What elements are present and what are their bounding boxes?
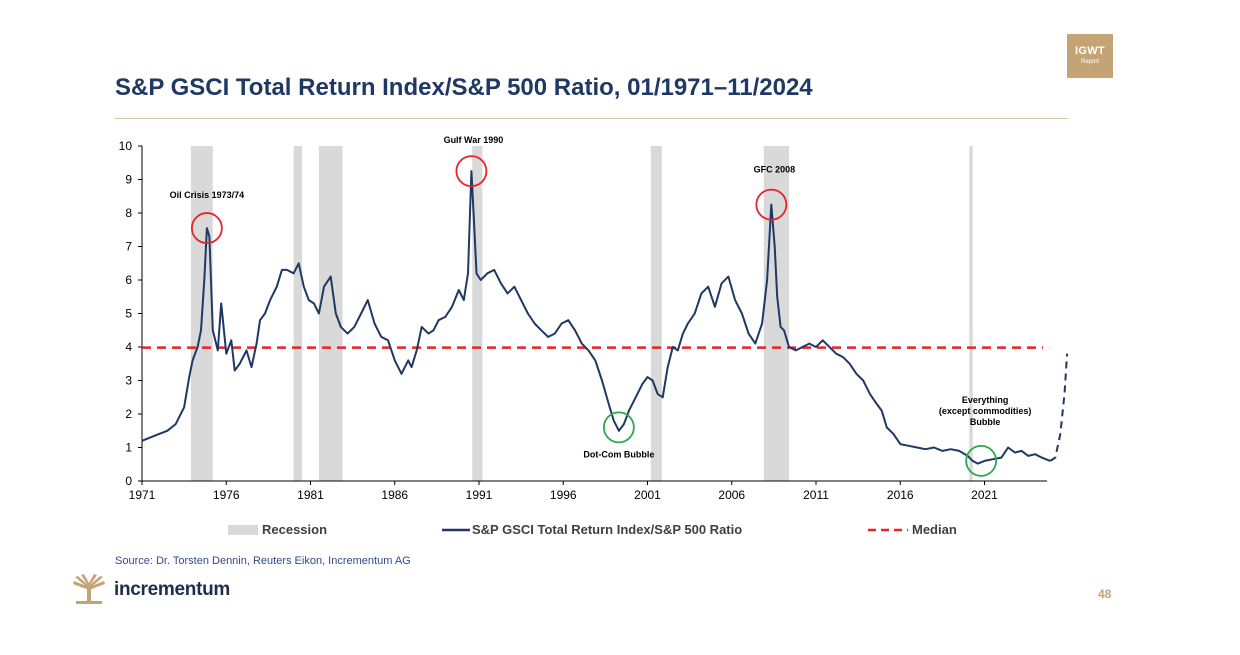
y-tick-label-7: 7 bbox=[125, 240, 132, 254]
recession-band-1 bbox=[293, 146, 303, 481]
x-tick-label-2021: 2021 bbox=[971, 488, 998, 502]
y-tick-label-8: 8 bbox=[125, 206, 132, 220]
x-tick-label-1976: 1976 bbox=[213, 488, 240, 502]
y-tick-label-2: 2 bbox=[125, 407, 132, 421]
page-number: 48 bbox=[1098, 587, 1112, 601]
y-tick-label-6: 6 bbox=[125, 273, 132, 287]
recession-band-3 bbox=[472, 146, 483, 481]
annotation-label-4-line-0: Everything bbox=[962, 395, 1009, 405]
annotation-label-0: Oil Crisis 1973/74 bbox=[170, 190, 245, 200]
y-tick-label-10: 10 bbox=[119, 139, 133, 153]
ratio-series-line bbox=[141, 170, 1051, 465]
projection-line bbox=[1049, 353, 1069, 462]
annotation-label-4-line-1: (except commodities) bbox=[939, 406, 1032, 416]
ratio-chart: 0 1 2 3 4 5 6 7 8 9 10 1971 1976 1981 1986 1991 1996 2001… bbox=[119, 135, 1069, 537]
y-tick-label-1: 1 bbox=[125, 441, 132, 455]
recession-band-6 bbox=[969, 146, 973, 481]
x-tick-label-2016: 2016 bbox=[887, 488, 914, 502]
x-tick-label-2006: 2006 bbox=[718, 488, 745, 502]
recession-band-2 bbox=[318, 146, 343, 481]
brand-name: incrementum bbox=[114, 579, 231, 600]
legend-label-recession: Recession bbox=[262, 522, 327, 537]
x-tick-label-1986: 1986 bbox=[381, 488, 408, 502]
source-note: Source: Dr. Torsten Dennin, Reuters Eiko… bbox=[115, 555, 411, 567]
y-tick-label-0: 0 bbox=[125, 474, 132, 488]
trough-marker-4 bbox=[965, 444, 998, 477]
trough-marker-3 bbox=[602, 411, 635, 444]
y-tick-label-5: 5 bbox=[125, 307, 132, 321]
y-tick-label-9: 9 bbox=[125, 173, 132, 187]
chart-title: S&P GSCI Total Return Index/S&P 500 Rati… bbox=[115, 74, 813, 101]
badge-title: IGWT bbox=[1075, 45, 1105, 57]
annotation-label-2: GFC 2008 bbox=[754, 165, 796, 175]
peak-marker-1 bbox=[455, 155, 488, 188]
x-tick-label-2001: 2001 bbox=[634, 488, 661, 502]
title-divider bbox=[115, 118, 1068, 119]
tree-logo-icon bbox=[73, 574, 105, 604]
annotation-label-1: Gulf War 1990 bbox=[444, 135, 504, 145]
annotation-label-3: Dot-Com Bubble bbox=[583, 449, 654, 459]
y-tick-label-4: 4 bbox=[125, 340, 132, 354]
peak-marker-0 bbox=[190, 212, 223, 244]
x-tick-label-1996: 1996 bbox=[550, 488, 577, 502]
annotation-label-4-line-2: Bubble bbox=[970, 417, 1001, 427]
legend-label-median: Median bbox=[912, 522, 957, 537]
badge-subtitle: Report bbox=[1080, 59, 1099, 65]
x-tick-label-1981: 1981 bbox=[297, 488, 324, 502]
recession-band-5 bbox=[763, 146, 790, 481]
x-tick-label-2011: 2011 bbox=[803, 488, 829, 502]
legend-label-series: S&P GSCI Total Return Index/S&P 500 Rati… bbox=[472, 522, 742, 537]
brand-logo: incrementum bbox=[72, 574, 230, 606]
legend-swatch-recession bbox=[228, 525, 258, 535]
recession-band-4 bbox=[650, 146, 662, 481]
igwt-report-badge: IGWT Report bbox=[1067, 34, 1113, 78]
x-tick-label-1971: 1971 bbox=[129, 488, 156, 502]
peak-marker-2 bbox=[755, 188, 788, 221]
y-tick-label-3: 3 bbox=[125, 374, 132, 388]
x-tick-label-1991: 1991 bbox=[466, 488, 493, 502]
